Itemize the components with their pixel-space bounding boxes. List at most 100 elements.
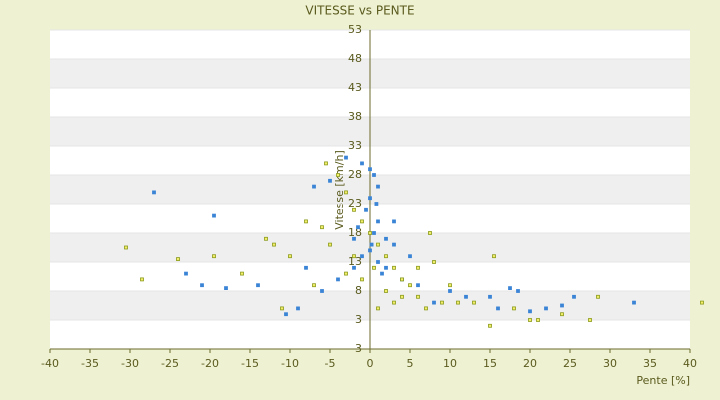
point	[360, 254, 364, 259]
y-tick-label: 8	[355, 284, 362, 297]
point	[416, 265, 420, 270]
point	[288, 254, 292, 259]
x-tick-label: -40	[41, 357, 59, 370]
point	[560, 303, 564, 308]
point	[416, 294, 420, 299]
point	[456, 300, 460, 305]
point	[124, 245, 128, 250]
point	[488, 294, 492, 299]
point	[324, 161, 328, 166]
x-tick-label: 0	[367, 357, 374, 370]
chart-title: VITESSE vs PENTE	[305, 4, 414, 18]
point	[212, 254, 216, 259]
y-tick-label: 13	[348, 255, 362, 268]
point	[344, 190, 348, 195]
point	[328, 242, 332, 247]
x-tick-label: 10	[443, 357, 457, 370]
point	[488, 323, 492, 328]
point	[376, 260, 380, 264]
point	[344, 155, 348, 160]
point	[328, 178, 332, 183]
point	[376, 219, 380, 224]
x-tick-label: 20	[523, 357, 537, 370]
point	[512, 306, 516, 311]
point	[424, 306, 428, 311]
point	[392, 265, 396, 270]
x-tick-label: -25	[161, 357, 179, 370]
point	[516, 289, 520, 293]
point	[440, 300, 444, 305]
point	[464, 294, 468, 299]
y-tick-label: 43	[348, 81, 362, 94]
point	[372, 173, 376, 177]
point	[700, 300, 704, 305]
point	[384, 265, 388, 270]
point	[528, 318, 532, 322]
point	[352, 254, 356, 259]
y-tick-label: 48	[348, 52, 362, 65]
point	[304, 265, 308, 270]
point	[224, 286, 228, 291]
point	[496, 306, 500, 311]
point	[492, 254, 496, 259]
point	[304, 219, 308, 224]
y-tick-label: 3	[355, 313, 362, 326]
point	[369, 242, 374, 247]
point	[376, 184, 380, 189]
point	[360, 219, 364, 224]
point	[320, 289, 324, 293]
x-tick-label: 40	[683, 357, 697, 370]
point	[528, 309, 532, 314]
point	[384, 236, 388, 241]
y-tick-label: 33	[348, 139, 362, 152]
point	[536, 318, 540, 322]
point	[284, 312, 288, 317]
x-tick-label: -20	[201, 357, 219, 370]
point	[572, 294, 576, 299]
point	[508, 286, 512, 291]
point	[400, 294, 404, 299]
point	[344, 271, 348, 276]
x-tick-label: -10	[281, 357, 299, 370]
point	[280, 306, 284, 311]
point	[392, 219, 396, 224]
x-tick-label: -15	[241, 357, 259, 370]
point	[368, 231, 372, 235]
point	[376, 306, 380, 311]
point	[336, 173, 340, 177]
y-tick-label: 38	[348, 110, 362, 123]
point	[392, 242, 396, 247]
x-tick-label: -5	[325, 357, 336, 370]
x-axis-title: Pente [%]	[636, 374, 690, 387]
point	[352, 236, 356, 241]
point	[432, 300, 436, 305]
point	[560, 312, 564, 317]
point	[240, 271, 244, 276]
y-tick-label: 28	[348, 168, 362, 181]
y-tick-label: 23	[348, 197, 362, 210]
point	[360, 161, 364, 166]
point	[408, 254, 412, 259]
point	[448, 289, 452, 293]
point	[356, 225, 360, 230]
point	[368, 167, 372, 172]
x-tick-label: 25	[563, 357, 577, 370]
y-tick-label: 18	[348, 226, 362, 239]
point	[176, 257, 180, 262]
point	[272, 242, 276, 247]
point	[448, 283, 452, 288]
x-tick-label: -35	[81, 357, 99, 370]
point	[312, 283, 316, 288]
point	[360, 277, 364, 282]
x-tick-label: 35	[643, 357, 657, 370]
x-tick-label: -30	[121, 357, 139, 370]
point	[596, 294, 600, 299]
point	[380, 271, 384, 276]
point	[400, 277, 404, 282]
point	[372, 265, 376, 270]
point	[364, 207, 368, 212]
point	[384, 289, 388, 293]
point	[336, 277, 340, 282]
point	[368, 196, 372, 201]
point	[312, 184, 316, 189]
